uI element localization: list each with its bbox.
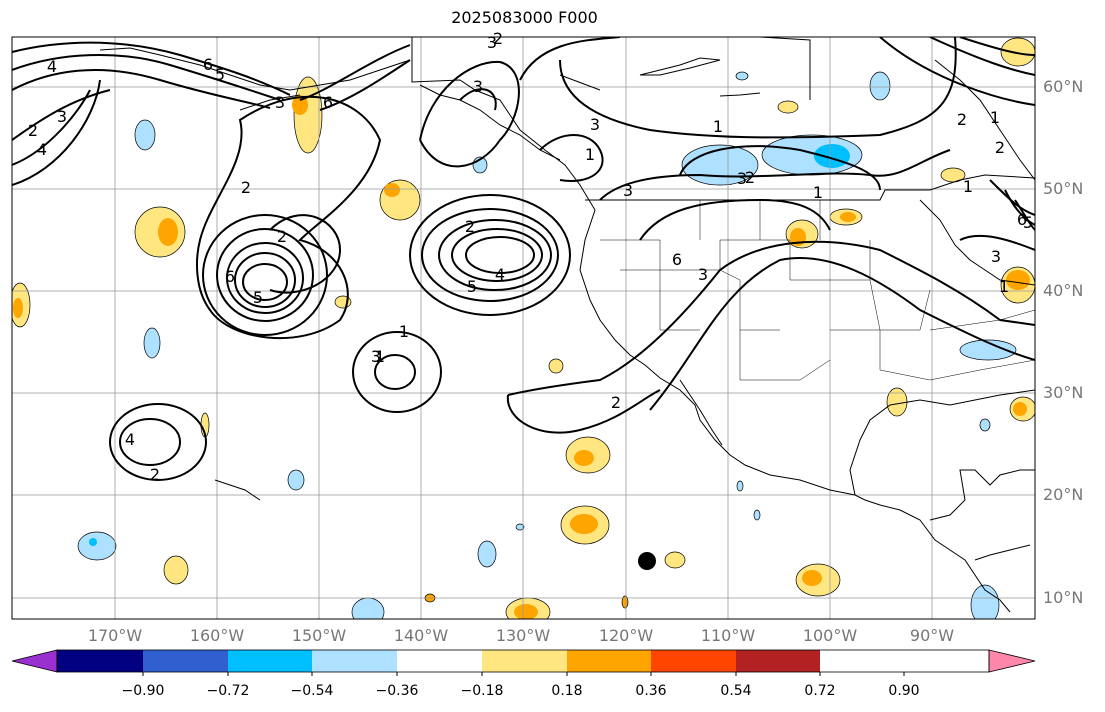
colorbar-segment [143,650,228,672]
contour-label: 1 [375,347,385,366]
contour-label: 3 [275,93,285,112]
lon-label: 170°W [87,626,143,645]
contour-label: 3 [57,107,67,126]
contour-label: 1 [713,117,723,136]
contour-label: 4 [37,140,47,159]
colorbar-segment [228,650,312,672]
colorbar [11,649,1036,676]
contour-label: 1 [585,145,595,164]
lon-label: 100°W [802,626,858,645]
contour-label: 4 [47,57,57,76]
contour-label: 2 [745,168,755,187]
contour-label: 2 [493,29,503,48]
colorbar-extend-max [988,649,1036,673]
plot-title: 2025083000 F000 [451,8,598,27]
lat-label: 30°N [1043,383,1084,402]
colorbar-tick-label: −0.54 [290,683,334,699]
lat-label: 40°N [1043,281,1084,300]
colorbar-tick-label: −0.90 [121,683,165,699]
contour-label: 3 [991,247,1001,266]
contour-label: 2 [995,138,1005,157]
colorbar-tick-label: 0.18 [551,683,583,699]
lon-label: 110°W [700,626,756,645]
lat-label: 60°N [1043,77,1084,96]
colorbar-segment [397,650,482,672]
contour-lines [12,37,1035,481]
colorbar-tick-label: 0.72 [804,683,836,699]
contour-label: 6 [203,55,213,74]
colorbar-segment [312,650,397,672]
colorbar-segment [651,650,736,672]
colorbar-tick-label: −0.36 [375,683,419,699]
contour-label: 1 [813,183,823,202]
contour-label: 6 [672,250,682,269]
colorbar-tick-label: 0.90 [888,683,920,699]
contour-label: 5 [1023,213,1033,232]
map-background [12,37,1035,619]
lat-label: 10°N [1043,588,1084,607]
lat-label: 50°N [1043,179,1084,198]
lon-label: 140°W [393,626,449,645]
gridlines [12,37,1035,619]
contour-label: 3 [698,265,708,284]
contour-label: 3 [590,115,600,134]
lon-label: 120°W [598,626,654,645]
contour-label: 1 [990,108,1000,127]
colorbar-segment [57,650,143,672]
lon-label: 130°W [495,626,551,645]
contour-label: 3 [473,77,483,96]
contour-label: 6 [225,267,235,286]
colorbar-segment [567,650,651,672]
colorbar-tick-label: 0.54 [720,683,752,699]
lon-label: 90°W [909,626,955,645]
contour-label: 1 [399,322,409,341]
contour-label: 5 [215,65,225,84]
contour-label: 2 [150,465,160,484]
lat-label: 20°N [1043,485,1084,504]
coastlines [99,37,1035,613]
contour-label: 5 [253,288,263,307]
contour-label: 2 [465,217,475,236]
map-frame [11,36,1036,620]
colorbar-segment [482,650,567,672]
contour-label: 2 [611,393,621,412]
lon-label: 150°W [291,626,347,645]
colorbar-tick-label: −0.72 [206,683,250,699]
contour-label: 3 [623,181,633,200]
colorbar-extend-min [11,649,58,673]
colorbar-segment [736,650,820,672]
colorbar-tick-label: −0.18 [460,683,504,699]
colorbar-tick-label: 0.36 [635,683,667,699]
contour-label: 3 [487,33,497,52]
anomaly-shading [12,37,1035,619]
negative-anomaly [134,119,156,151]
lon-label: 160°W [189,626,245,645]
contour-label: 3 [371,347,381,366]
contour-label: 2 [241,178,251,197]
contour-label: 5 [467,277,477,296]
contour-label: 4 [495,265,505,284]
contour-label: 2 [957,110,967,129]
contour-label: 2 [28,121,38,140]
storm-marker [638,552,656,570]
contour-label: 6 [1017,210,1027,229]
contour-label: 6 [323,93,333,112]
contour-label: 3 [737,169,747,188]
state-borders [600,200,1035,381]
contour-label: 1 [999,277,1009,296]
contour-label: 4 [125,430,135,449]
contour-label: 2 [277,227,287,246]
contour-label: 1 [963,177,973,196]
